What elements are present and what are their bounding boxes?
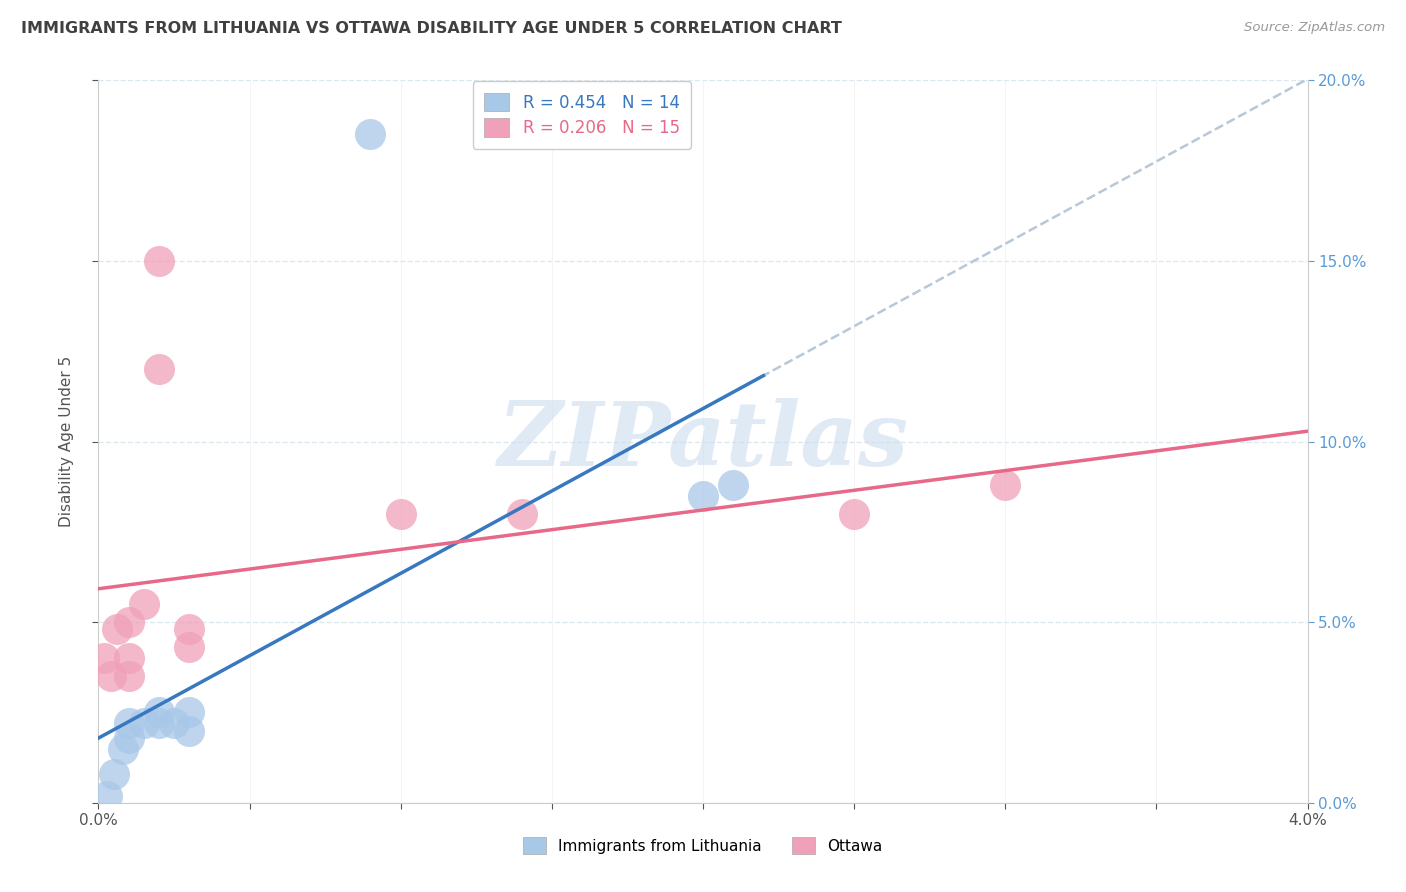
Point <box>103 767 125 781</box>
Point <box>118 615 141 630</box>
Point <box>148 706 170 720</box>
Point <box>179 640 201 655</box>
Point <box>93 651 115 665</box>
Point <box>994 478 1017 492</box>
Point <box>105 623 128 637</box>
Point <box>118 651 141 665</box>
Point <box>132 597 155 611</box>
Point <box>179 623 201 637</box>
Point <box>179 706 201 720</box>
Point <box>96 789 118 803</box>
Legend: Immigrants from Lithuania, Ottawa: Immigrants from Lithuania, Ottawa <box>517 831 889 860</box>
Point <box>389 507 412 521</box>
Point <box>510 507 533 521</box>
Point <box>148 362 170 376</box>
Point <box>111 741 134 756</box>
Point <box>692 489 714 503</box>
Point <box>163 716 186 731</box>
Y-axis label: Disability Age Under 5: Disability Age Under 5 <box>59 356 75 527</box>
Point <box>118 716 141 731</box>
Text: IMMIGRANTS FROM LITHUANIA VS OTTAWA DISABILITY AGE UNDER 5 CORRELATION CHART: IMMIGRANTS FROM LITHUANIA VS OTTAWA DISA… <box>21 21 842 37</box>
Point <box>132 716 155 731</box>
Point <box>844 507 866 521</box>
Point <box>723 478 745 492</box>
Text: ZIPatlas: ZIPatlas <box>498 399 908 484</box>
Text: Source: ZipAtlas.com: Source: ZipAtlas.com <box>1244 21 1385 35</box>
Point <box>148 716 170 731</box>
Point <box>148 254 170 268</box>
Point <box>118 731 141 745</box>
Point <box>118 669 141 683</box>
Point <box>100 669 122 683</box>
Point <box>360 128 382 142</box>
Point <box>179 723 201 738</box>
